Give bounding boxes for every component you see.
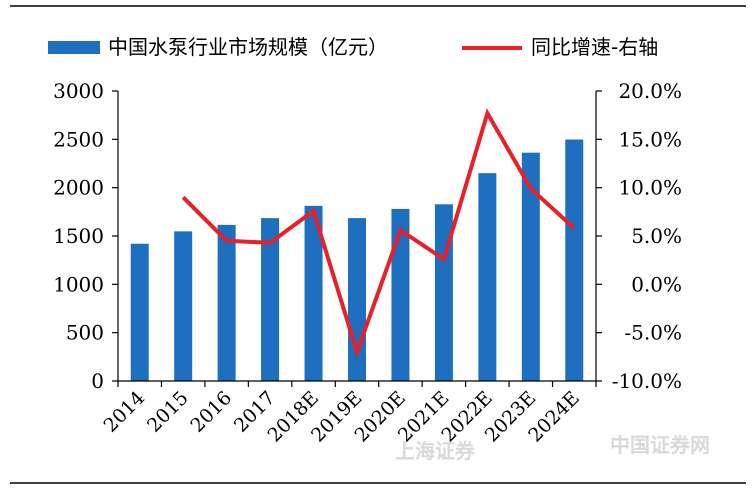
growth-line <box>183 113 574 352</box>
watermark-right: 中国证券网 <box>610 433 710 457</box>
right-tick-label: -5.0% <box>624 321 682 345</box>
left-tick-label: 1500 <box>53 224 104 248</box>
left-tick-label: 1000 <box>53 272 104 296</box>
legend-line-label: 同比增速-右轴 <box>531 35 658 59</box>
left-tick-label: 2000 <box>53 176 104 200</box>
right-tick-label: 0.0% <box>631 272 682 296</box>
left-tick-label: 3000 <box>53 79 104 103</box>
legend-bar-swatch <box>48 41 100 54</box>
right-tick-label: 15.0% <box>618 127 682 151</box>
plot-area: 0 500 1000 1500 2000 2500 3000 -10.0% -5.0% 0.0% 5… <box>53 79 682 447</box>
bar-2021E <box>435 204 453 381</box>
bar-2014 <box>131 244 149 381</box>
x-tick-label: 2014 <box>100 387 150 437</box>
left-tick-label: 0 <box>91 369 104 393</box>
x-tick-label: 2015 <box>143 387 193 437</box>
x-tick-label: 2016 <box>186 387 236 437</box>
legend-bar-label: 中国水泵行业市场规模（亿元） <box>108 35 388 59</box>
right-tick-label: -10.0% <box>612 369 682 393</box>
left-tick-label: 500 <box>66 321 104 345</box>
right-tick-label: 5.0% <box>631 224 682 248</box>
right-tick-label: 20.0% <box>618 79 682 103</box>
legend: 中国水泵行业市场规模（亿元） 同比增速-右轴 <box>48 35 658 59</box>
bar-2022E <box>478 173 496 381</box>
bar-2015 <box>174 231 192 381</box>
left-tick-label: 2500 <box>53 127 104 151</box>
right-tick-label: 10.0% <box>618 176 682 200</box>
bar-2016 <box>218 225 236 381</box>
watermarks: 上海证券 中国证券网 <box>395 433 710 463</box>
bar-2024E <box>565 140 583 381</box>
